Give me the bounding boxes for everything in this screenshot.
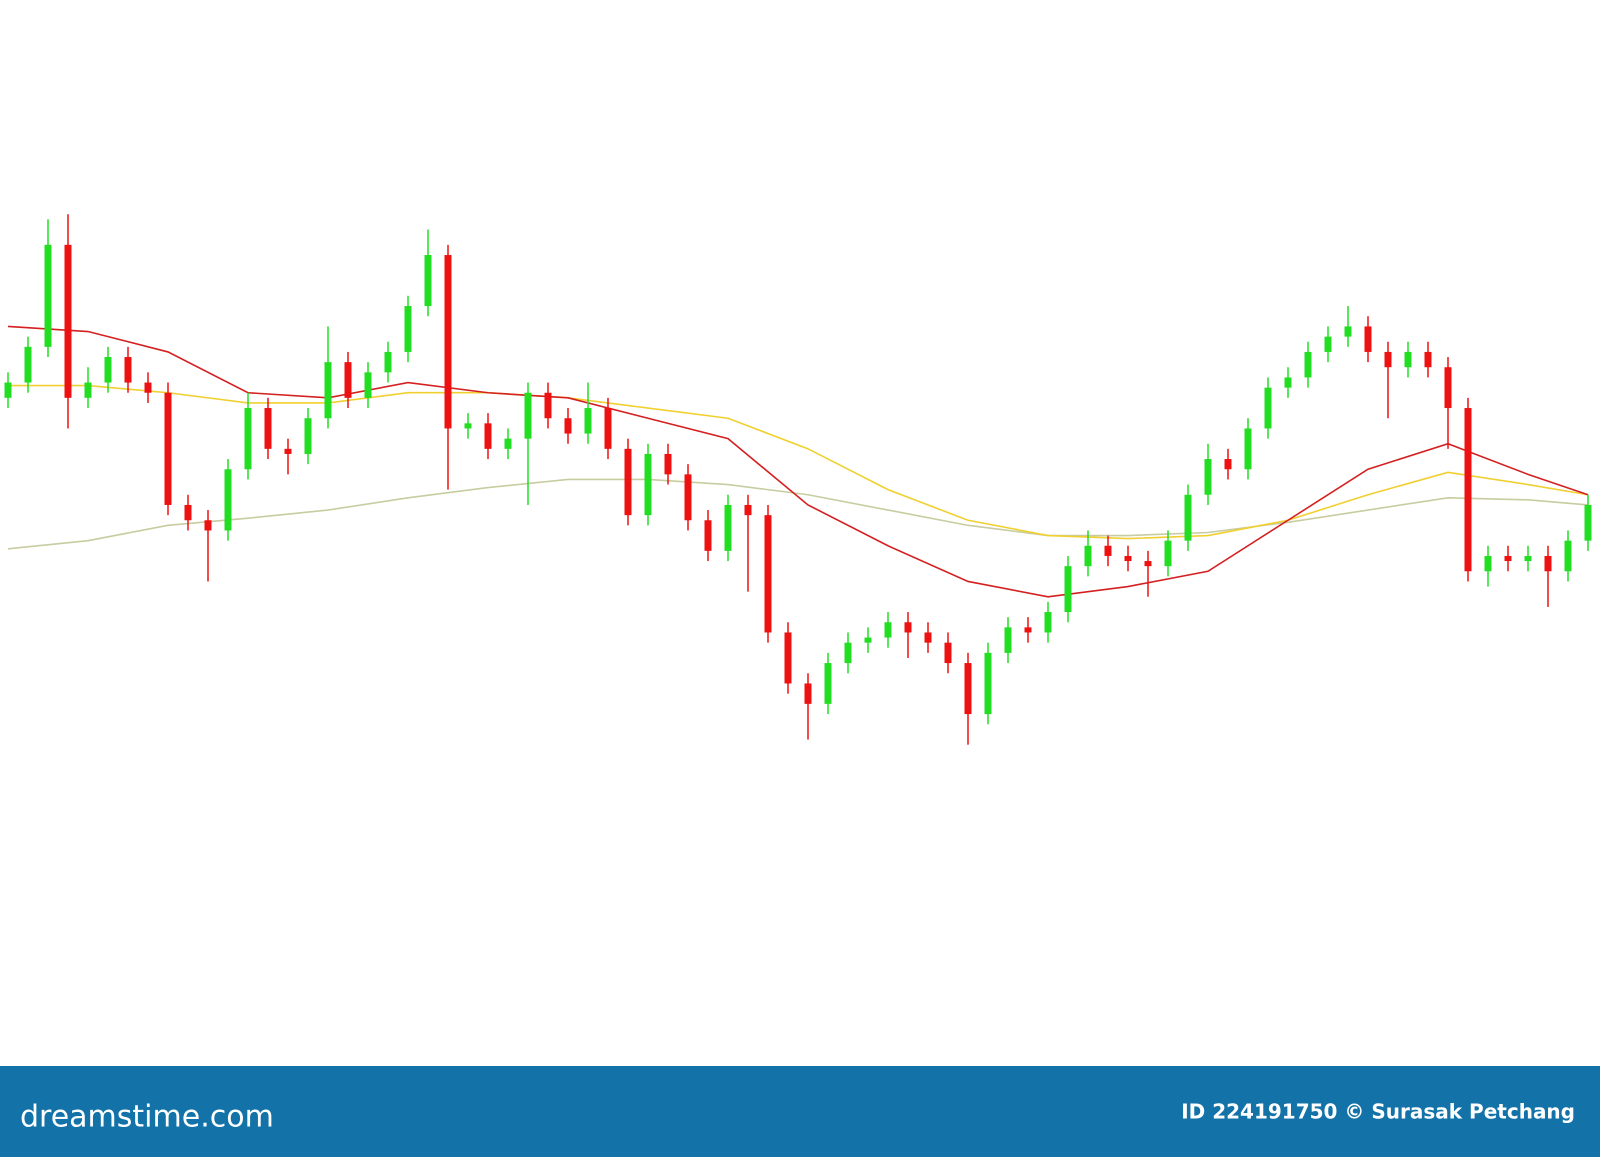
candle-body [1244, 428, 1252, 470]
candle-body [504, 438, 512, 449]
candle-body [164, 392, 172, 505]
candle-body [664, 453, 672, 475]
candle-body [464, 423, 472, 429]
candle-body [1344, 326, 1352, 337]
candle-body [24, 346, 32, 383]
candle-body [544, 392, 552, 419]
candle-body [1544, 555, 1552, 572]
candle-body [584, 408, 592, 434]
candle-body [684, 474, 692, 521]
candle-body [724, 504, 732, 551]
candle-body [704, 520, 712, 551]
candle-body [964, 663, 972, 715]
candle-body [1424, 351, 1432, 368]
candle-body [1564, 540, 1572, 572]
candle-body [1364, 326, 1372, 352]
candle-body [1124, 555, 1132, 562]
candle-body [1484, 555, 1492, 572]
candle-body [1504, 555, 1512, 562]
candle-body [224, 469, 232, 531]
candle-body [1004, 627, 1012, 653]
candle-body [1044, 612, 1052, 633]
footer-bar [0, 1066, 1600, 1157]
candle-body [1024, 627, 1032, 633]
candle-body [424, 255, 432, 307]
moving-average [7, 325, 1589, 598]
candle-body [1584, 504, 1592, 541]
candle-body [1204, 459, 1212, 495]
candle-body [204, 520, 212, 531]
candle-body [1444, 367, 1452, 409]
candle-body [404, 306, 412, 352]
candle-body [1264, 387, 1272, 429]
candle-body [304, 418, 312, 454]
candle-body [4, 382, 12, 398]
candle-body [824, 663, 832, 704]
candle-body [44, 244, 52, 347]
candle-body [1164, 540, 1172, 567]
candle-body [1384, 351, 1392, 368]
candle-body [104, 357, 112, 383]
candle-body [384, 351, 392, 373]
candle-body [344, 362, 352, 398]
candle-body [924, 632, 932, 643]
moving-average [8, 384, 1589, 540]
candle-body [524, 392, 532, 439]
candle-body [1404, 351, 1412, 368]
candle-body [244, 408, 252, 470]
candle-body [984, 652, 992, 715]
candle-body [884, 622, 892, 638]
footer-credit: ID 224191750 © Surasak Petchang [1181, 1100, 1575, 1124]
candle-body [784, 632, 792, 684]
candle-body [364, 372, 372, 398]
candle-body [904, 622, 912, 633]
candle-body [484, 423, 492, 449]
candle-body [864, 637, 872, 643]
candle-body [124, 357, 132, 383]
candle-body [1144, 561, 1152, 567]
footer-logo: dreamstime.com [20, 1100, 274, 1135]
candle-body [1084, 545, 1092, 567]
candle-body [1324, 336, 1332, 352]
candle-body [1104, 545, 1112, 556]
candle-body [804, 683, 812, 704]
candle-body [1224, 459, 1232, 470]
candle-body [1524, 555, 1532, 562]
candle-body [284, 448, 292, 454]
candle-body [564, 418, 572, 434]
candle-body [1464, 408, 1472, 572]
candle-body [444, 255, 452, 429]
candle-body [1184, 494, 1192, 541]
candle-body [644, 453, 652, 516]
candle-body [944, 642, 952, 664]
candle-body [604, 408, 612, 449]
candle-body [264, 408, 272, 449]
candle-body [1304, 351, 1312, 378]
moving-average [7, 478, 1589, 550]
candle-body [1064, 566, 1072, 613]
candle-body [764, 515, 772, 633]
candle-body [64, 244, 72, 398]
candle-body [324, 362, 332, 419]
candle-body [624, 448, 632, 516]
candle-body [84, 382, 92, 398]
candle-body [184, 504, 192, 521]
candle-body [744, 504, 752, 516]
candle-body [144, 382, 152, 393]
candle-body [844, 642, 852, 664]
candle-body [1284, 377, 1292, 388]
